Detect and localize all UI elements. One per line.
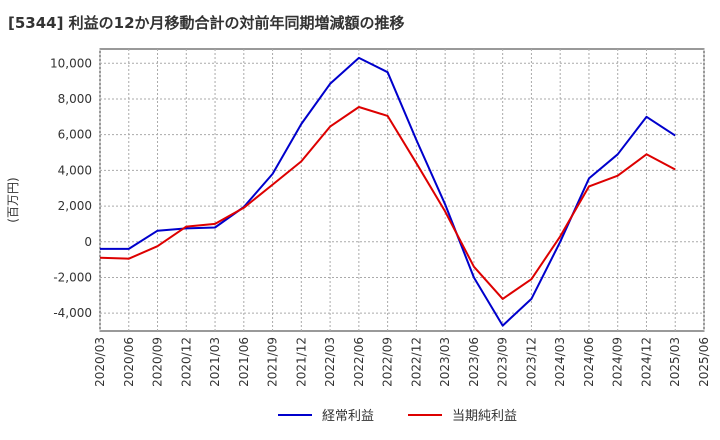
x-tick-label: 2023/09 [496, 337, 510, 387]
x-axis: 2020/03 2020/06 2020/09 2020/12 2021/03 2021/… [93, 337, 711, 387]
y-tick-label: 10,000 [50, 56, 92, 70]
x-tick-label: 2021/03 [208, 337, 222, 387]
x-tick-label: 2025/03 [668, 337, 682, 387]
y-tick-label: 6,000 [58, 128, 92, 142]
y-tick-label: 4,000 [58, 163, 92, 177]
series-line-2 [99, 106, 676, 300]
y-axis: -4,000 -2,000 0 2,000 4,000 6,000 8,000 10,000 [50, 56, 92, 320]
x-tick-label: 2024/03 [553, 337, 567, 387]
y-tick-label: 0 [84, 235, 92, 249]
x-tick-label: 2024/06 [582, 337, 596, 387]
x-tick-label: 2020/06 [122, 337, 136, 387]
x-tick-label: 2022/06 [352, 337, 366, 387]
x-tick-label: 2025/06 [697, 337, 711, 387]
y-tick-label: 8,000 [58, 92, 92, 106]
x-tick-label: 2024/09 [611, 337, 625, 387]
legend-label-2: 当期純利益 [452, 409, 517, 424]
series-line-1 [100, 56, 676, 327]
plot-area [99, 48, 705, 332]
x-tick-label: 2022/03 [323, 337, 337, 387]
grid-lines [99, 49, 705, 331]
x-tick-label: 2020/03 [93, 337, 107, 387]
legend: 経常利益 当期純利益 [278, 409, 517, 424]
x-tick-label: 2020/09 [151, 337, 165, 387]
x-tick-label: 2023/03 [438, 337, 452, 387]
x-tick-label: 2024/12 [639, 337, 653, 387]
x-tick-label: 2022/09 [381, 337, 395, 387]
chart-title: [5344] 利益の12か月移動合計の対前年同期増減額の推移 [8, 14, 405, 32]
y-tick-label: 2,000 [58, 199, 92, 213]
x-tick-label: 2021/09 [266, 337, 280, 387]
y-tick-label: -4,000 [53, 306, 92, 320]
legend-label-1: 経常利益 [322, 409, 374, 424]
x-tick-label: 2022/12 [409, 337, 423, 387]
y-tick-label: -2,000 [53, 270, 92, 284]
x-tick-label: 2020/12 [179, 337, 193, 387]
x-tick-label: 2021/06 [237, 337, 251, 387]
x-tick-label: 2023/12 [524, 337, 538, 387]
series-lines [99, 56, 676, 327]
x-tick-label: 2023/06 [467, 337, 481, 387]
x-tick-label: 2021/12 [294, 337, 308, 387]
y-axis-label: (百万円) [6, 177, 20, 222]
